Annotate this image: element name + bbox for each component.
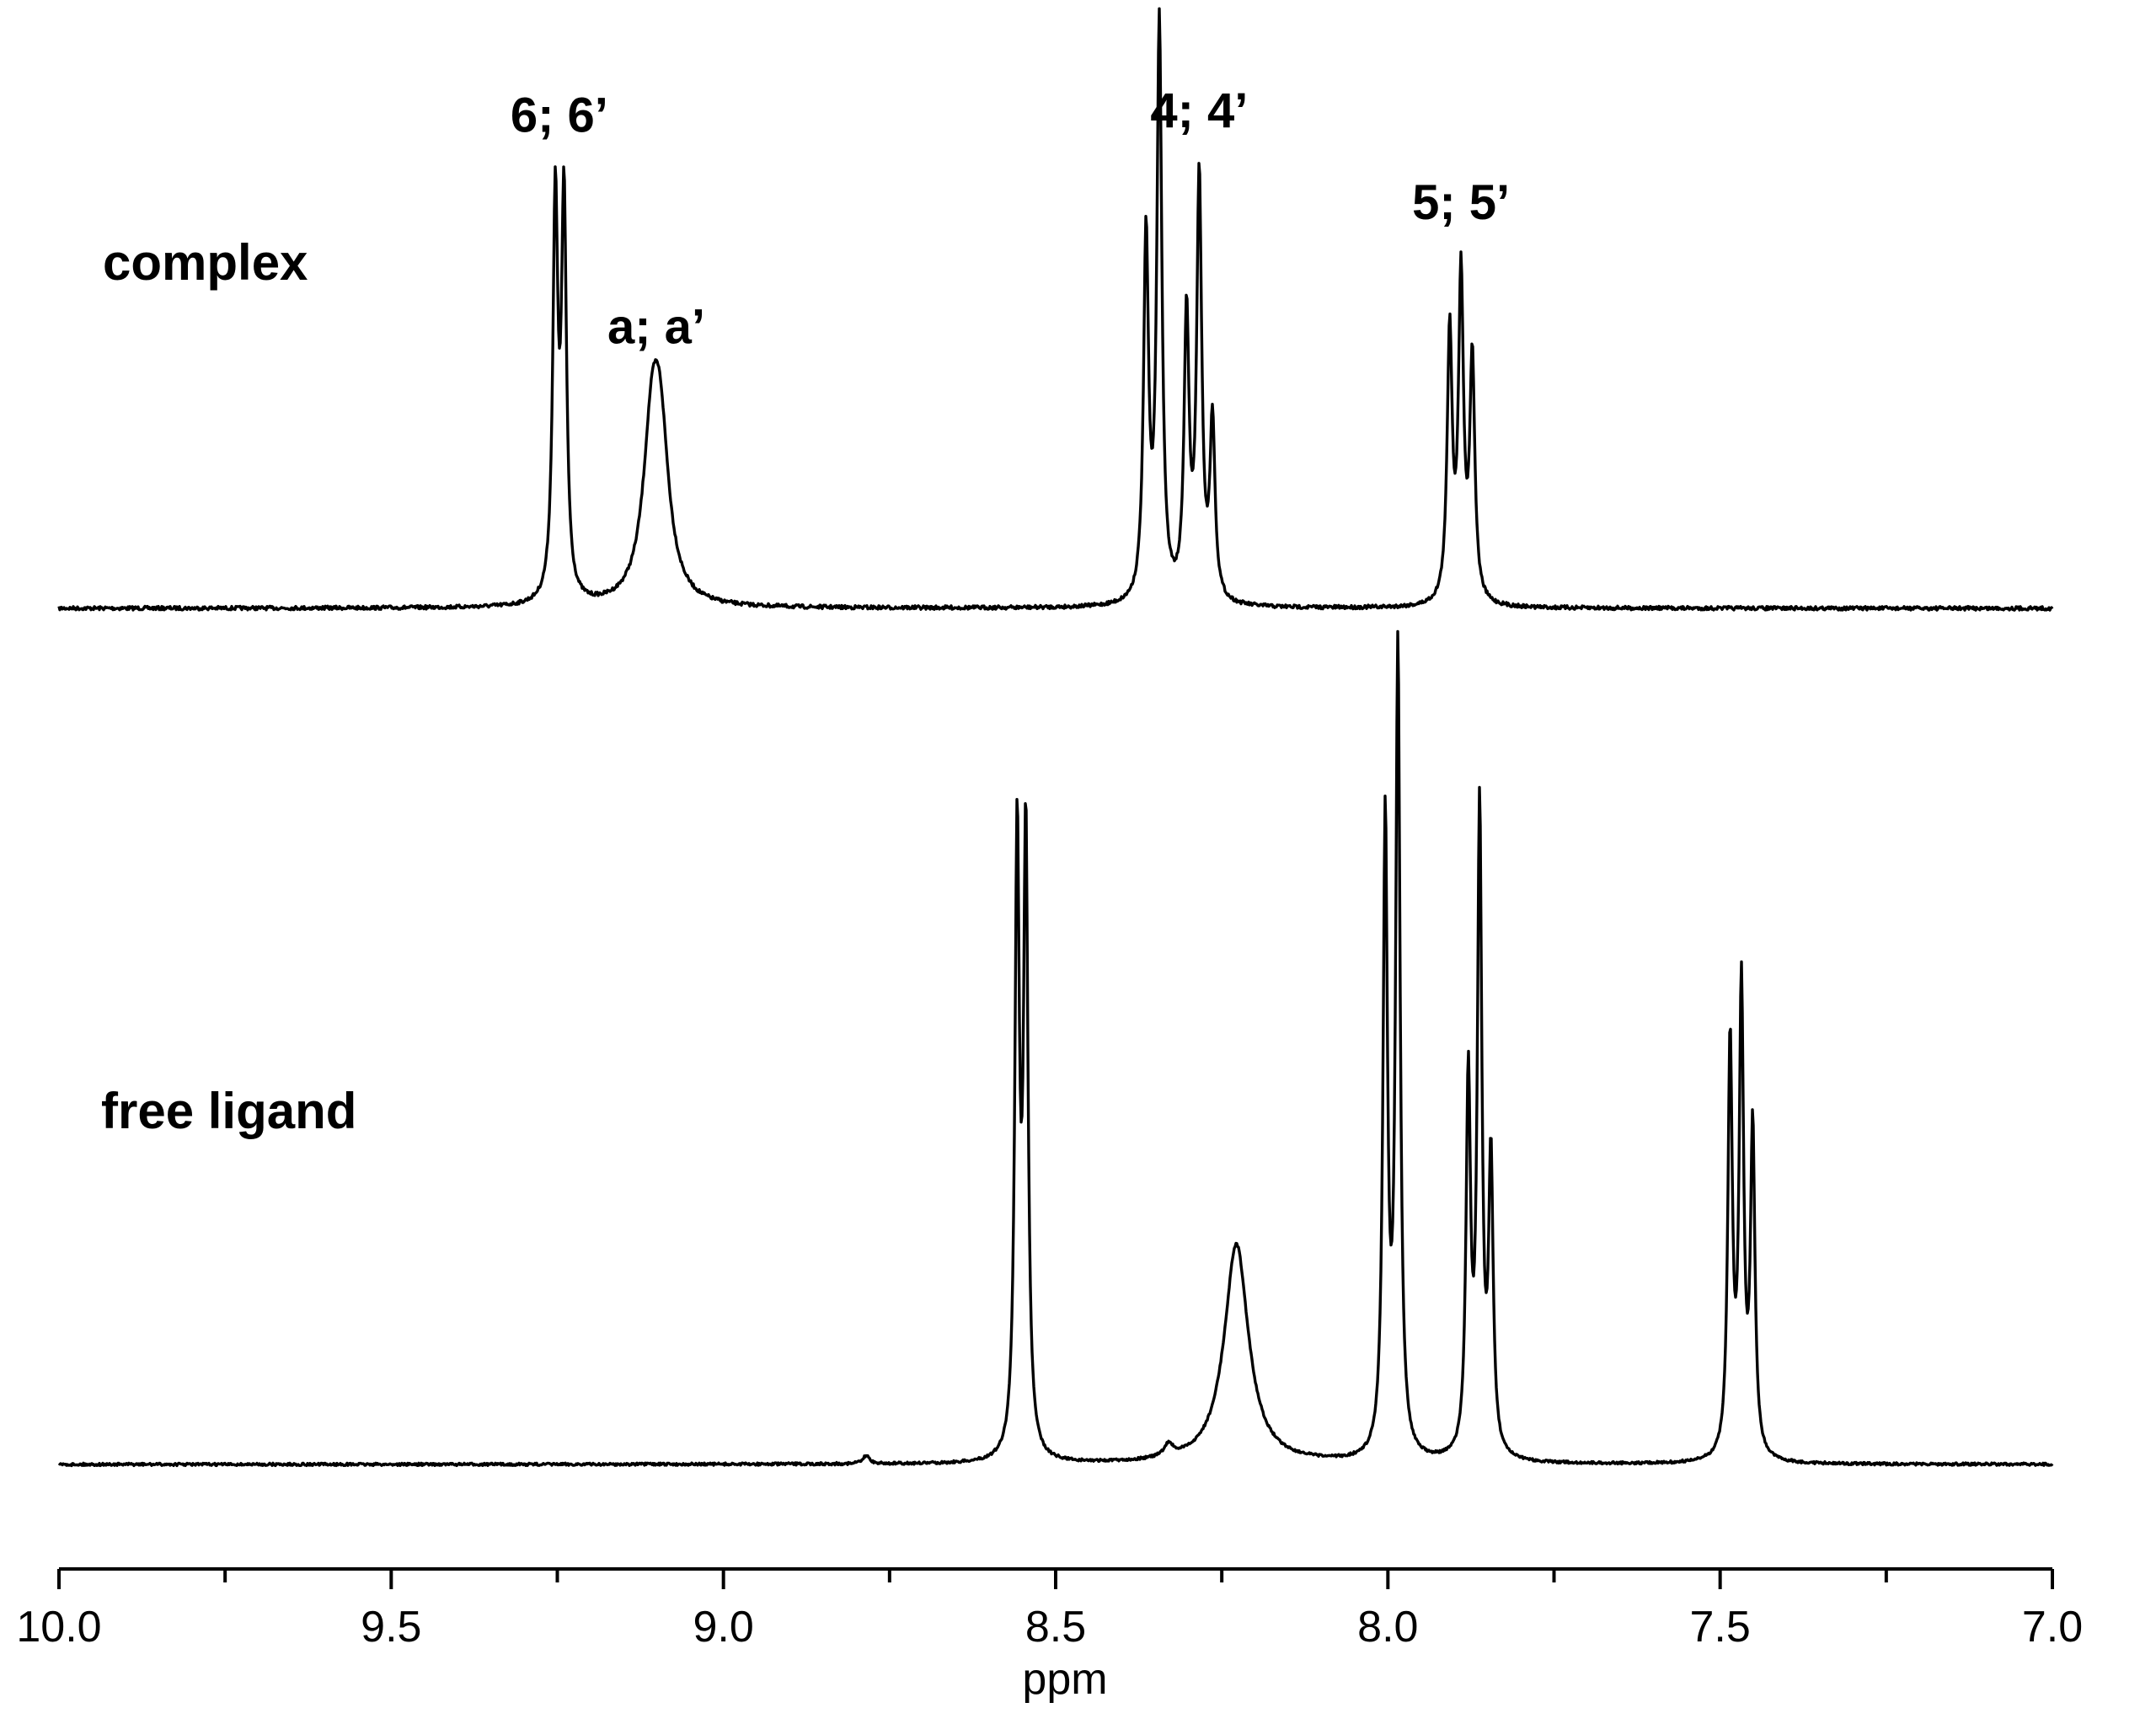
x-tick-label: 7.0 — [2022, 1603, 2083, 1652]
complex-series-label: complex — [103, 234, 308, 291]
free-ligand-series-label: free ligand — [101, 1083, 356, 1139]
x-axis-ticks: 10.0 9.5 9.0 8.5 8.0 7.5 7.0 — [16, 1569, 2083, 1652]
peak-annotations: 6; 6’a; a’3; 3’4; 4’5; 5’ — [511, 83, 1510, 355]
x-axis: 10.0 9.5 9.0 8.5 8.0 7.5 7.0 ppm — [16, 1567, 2083, 1704]
x-tick-label: 10.0 — [16, 1603, 101, 1652]
free-ligand-trace — [57, 629, 2054, 1468]
peak-label: 4; 4’ — [1150, 83, 1248, 138]
complex-spectrum: complex — [57, 7, 2054, 612]
x-tick-label: 9.5 — [361, 1603, 421, 1652]
complex-trace — [57, 7, 2054, 612]
x-tick-label: 9.0 — [693, 1603, 754, 1652]
peak-label: 5; 5’ — [1412, 175, 1510, 230]
peak-label: 6; 6’ — [511, 88, 608, 143]
x-tick-label: 8.5 — [1025, 1603, 1086, 1652]
x-tick-label: 8.0 — [1357, 1603, 1418, 1652]
x-tick-label: 7.5 — [1690, 1603, 1751, 1652]
peak-label: a; a’ — [607, 300, 705, 355]
x-axis-title: ppm — [1022, 1655, 1107, 1704]
free-ligand-spectrum: free ligand — [57, 629, 2054, 1468]
